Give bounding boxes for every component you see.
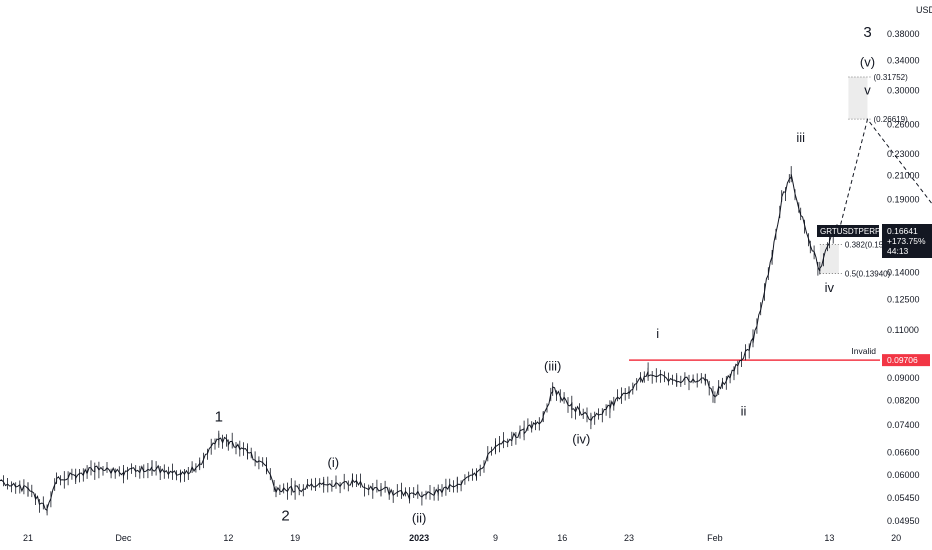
price-line: [0, 174, 840, 512]
y-tick-label: 0.23000: [887, 149, 920, 159]
target-zones: (0.31752) (0.26619) 0.382(0.15740) 0.5(0.13…: [819, 73, 908, 279]
wave-label: (iv): [572, 431, 590, 446]
y-tick-label: 0.19000: [887, 195, 920, 205]
wave-label: ii: [741, 403, 747, 418]
invalid-price-badge: [882, 354, 930, 367]
wave-label: 1: [215, 409, 223, 426]
bar-countdown: 44:13: [887, 246, 909, 256]
wave-label: (iii): [544, 358, 561, 373]
zone-box: [819, 244, 839, 274]
y-tick-label: 0.26000: [887, 120, 920, 130]
y-tick-label: 0.06600: [887, 447, 920, 457]
wave-label: v: [864, 83, 871, 98]
symbol-label: GRTUSDTPERP: [820, 227, 880, 236]
x-tick-label: Dec: [115, 533, 132, 543]
wave-label: 3: [863, 24, 871, 41]
wave-v-target-zone: (0.31752) (0.26619): [848, 73, 908, 124]
zone-top-label: (0.31752): [874, 73, 909, 82]
wave-label: 2: [281, 508, 289, 525]
symbol-badge[interactable]: GRTUSDTPERP: [817, 225, 880, 237]
last-price: 0.16641: [887, 226, 918, 236]
x-tick-label: 12: [223, 533, 233, 543]
y-tick-label: 0.34000: [887, 56, 920, 66]
projection-path: [838, 118, 932, 232]
y-tick-label: 0.05450: [887, 493, 920, 503]
x-tick-label: 23: [624, 533, 634, 543]
x-tick-label: 13: [824, 533, 834, 543]
price-series: [0, 166, 840, 516]
x-tick-label: 16: [557, 533, 567, 543]
y-tick-label: 0.09000: [887, 373, 920, 383]
zone-bottom-label: 0.5(0.13940): [845, 270, 891, 279]
wave-label: i: [656, 326, 659, 341]
projection-line: [838, 118, 932, 232]
y-tick-label: 0.11000: [887, 325, 919, 335]
x-tick-label: 2023: [409, 533, 429, 543]
wave-label: (v): [860, 54, 875, 69]
x-axis[interactable]: 21Dec1219202391623Feb1320Mar13: [23, 533, 932, 543]
y-tick-label: 0.21000: [887, 171, 920, 181]
y-tick-label: 0.04950: [887, 516, 920, 526]
y-tick-label: 0.38000: [887, 29, 920, 39]
wave-label: (ii): [412, 510, 426, 525]
x-tick-label: 9: [493, 533, 498, 543]
invalid-price: 0.09706: [887, 355, 918, 365]
wave-label: (i): [328, 455, 340, 470]
x-tick-label: Feb: [707, 533, 723, 543]
y-tick-label: 0.14000: [887, 268, 920, 278]
y-tick-label: 0.12500: [887, 295, 920, 305]
y-tick-label: 0.06000: [887, 470, 920, 480]
x-tick-label: 20: [891, 533, 901, 543]
symbol-badge-bg: [817, 225, 879, 237]
wave-label: iv: [825, 280, 835, 295]
wave-label: iii: [796, 130, 805, 145]
last-price-badge-bg: [882, 224, 932, 258]
y-tick-label: 0.30000: [887, 86, 920, 96]
quote-currency-label: USDT: [916, 5, 932, 15]
zone-box: [848, 76, 868, 120]
zone-top-label: 0.382(0.15740): [845, 241, 900, 250]
y-tick-label: 0.08200: [887, 395, 920, 405]
price-change: +173.75%: [887, 236, 926, 246]
y-tick-label: 0.07400: [887, 420, 920, 430]
last-price-badge: 0.16641 +173.75% 44:13: [882, 224, 932, 258]
x-tick-label: 21: [23, 533, 33, 543]
x-tick-label: 19: [290, 533, 300, 543]
invalid-level: Invalid 0.09706: [629, 346, 930, 367]
zone-bottom-label: (0.26619): [874, 115, 909, 124]
invalid-label: Invalid: [851, 346, 876, 356]
